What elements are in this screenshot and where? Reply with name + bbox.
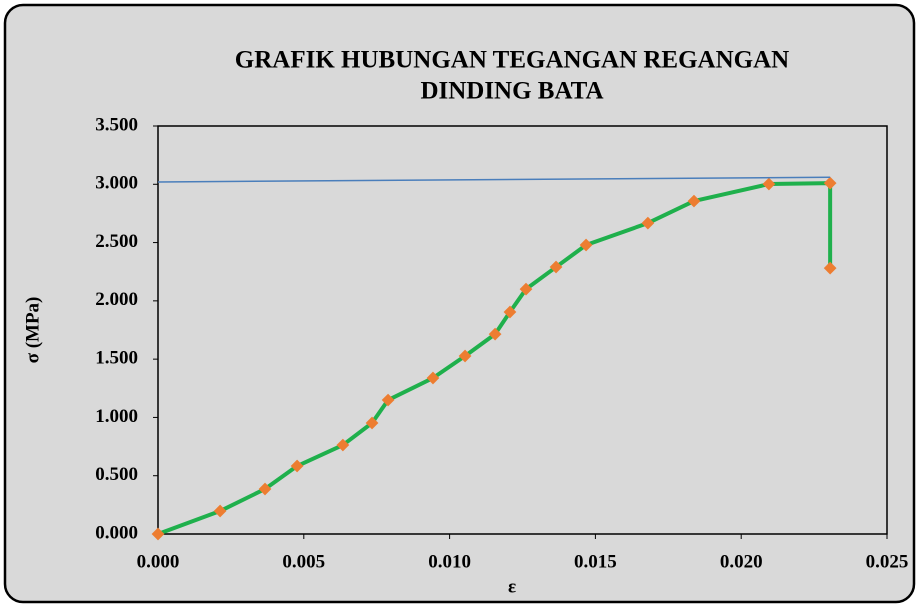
chart-title: GRAFIK HUBUNGAN TEGANGAN REGANGAN — [235, 47, 789, 74]
chart-title: DINDING BATA — [420, 78, 603, 105]
x-tick-label: 0.010 — [428, 551, 471, 572]
data-point — [381, 393, 395, 407]
plot-area — [157, 125, 888, 535]
data-point — [458, 349, 472, 363]
data-point — [336, 438, 350, 452]
y-tick-label: 2.000 — [95, 289, 138, 310]
y-axis-label: σ (MPa) — [22, 297, 43, 364]
x-tick-label: 0.020 — [720, 551, 763, 572]
data-point — [213, 504, 227, 518]
x-tick-label: 0.015 — [574, 551, 617, 572]
x-tick-label: 0.025 — [866, 551, 909, 572]
series-line — [157, 176, 831, 183]
data-point — [365, 416, 379, 430]
y-tick-label: 0.000 — [95, 522, 138, 543]
y-tick-label: 1.500 — [95, 348, 138, 369]
y-tick-label: 2.500 — [95, 231, 138, 252]
data-point — [426, 371, 440, 385]
y-tick-label: 1.000 — [95, 406, 138, 427]
y-tick-label: 3.500 — [95, 114, 138, 135]
y-tick-label: 3.000 — [95, 173, 138, 194]
x-tick-label: 0.005 — [282, 551, 325, 572]
y-tick-label: 0.500 — [95, 464, 138, 485]
x-tick-label: 0.000 — [137, 551, 180, 572]
data-point — [488, 327, 502, 341]
data-point — [258, 482, 272, 496]
chart-frame — [3, 3, 916, 604]
data-point — [290, 459, 304, 473]
data-point — [503, 305, 517, 319]
x-axis-label: ε — [508, 576, 516, 597]
